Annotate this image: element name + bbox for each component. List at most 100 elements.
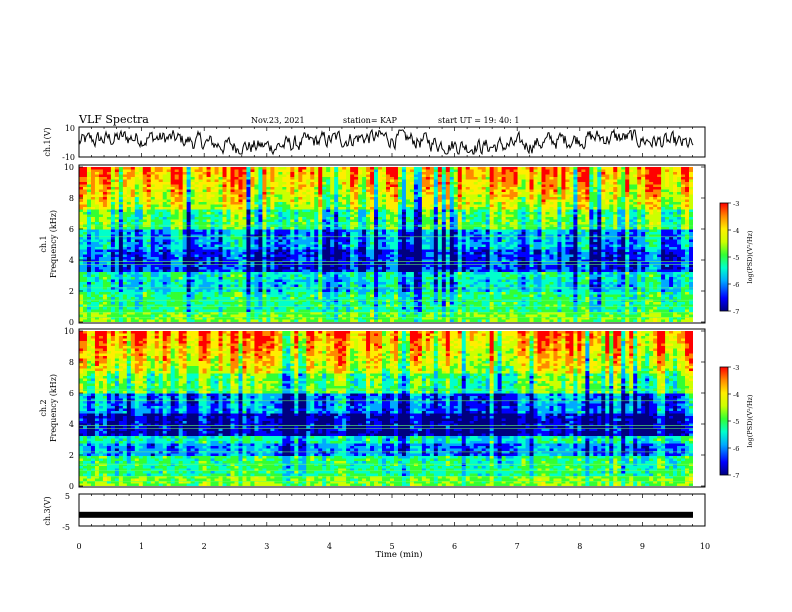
spectrogram-cell xyxy=(166,227,172,230)
spectrogram-cell xyxy=(541,212,546,215)
spectrogram-cell xyxy=(106,212,112,215)
spectrogram-cell xyxy=(489,194,495,198)
spectrogram-cell xyxy=(234,242,239,245)
spectrogram-cell xyxy=(433,219,439,223)
spectrogram-cell xyxy=(102,207,108,210)
spectrogram-cell xyxy=(397,174,403,178)
spectrogram-cell xyxy=(437,232,443,235)
spectrogram-cell xyxy=(358,202,363,205)
spectrogram-cell xyxy=(150,242,156,245)
spectrogram-cell xyxy=(505,222,510,225)
spectrogram-cell xyxy=(330,232,335,235)
spectrogram-cell xyxy=(605,179,610,183)
spectrogram-cell xyxy=(589,234,594,238)
spectrogram-cell xyxy=(290,207,295,210)
spectrogram-cell xyxy=(254,227,259,230)
spectrogram-cell xyxy=(214,169,219,173)
spectrogram-cell xyxy=(110,177,116,180)
spectrogram-cell xyxy=(541,242,546,245)
spectrogram-cell xyxy=(569,204,574,208)
spectrogram-cell xyxy=(306,194,311,198)
spectrogram-cell xyxy=(198,177,203,180)
spectrogram-cell xyxy=(453,214,459,218)
spectrogram-cell xyxy=(366,187,371,190)
spectrogram-cell xyxy=(561,199,566,203)
spectrogram-cell xyxy=(102,244,108,248)
spectrogram-cell xyxy=(501,204,507,208)
spectrogram-cell xyxy=(366,204,371,208)
spectrogram-cell xyxy=(358,207,363,210)
spectrogram-cell xyxy=(79,169,84,173)
spectrogram-cell xyxy=(485,237,491,240)
spectrogram-cell xyxy=(102,177,108,180)
spectrogram-cell xyxy=(86,209,92,213)
spectrogram-cell xyxy=(445,199,451,203)
spectrogram-cell xyxy=(102,189,108,193)
spectrogram-cell xyxy=(669,229,674,233)
spectrogram-cell xyxy=(282,217,287,220)
spectrogram-cell xyxy=(222,212,227,215)
spectrogram-cell xyxy=(441,182,447,185)
spectrogram-cell xyxy=(413,222,419,225)
spectrogram-cell xyxy=(413,204,419,208)
spectrogram-cell xyxy=(366,172,371,175)
spectrogram-cell xyxy=(178,167,184,170)
spectrogram-cell xyxy=(401,167,407,170)
spectrogram-cell xyxy=(573,242,578,245)
spectrogram-cell xyxy=(421,232,427,235)
spectrogram-cell xyxy=(226,234,231,238)
spectrogram-cell xyxy=(685,234,690,238)
spectrogram-cell xyxy=(166,204,172,208)
spectrogram-cell xyxy=(505,202,510,205)
spectrogram-cell xyxy=(465,177,471,180)
spectrogram-cell xyxy=(354,179,359,183)
spectrogram-cell xyxy=(573,179,578,183)
spectrogram-cell xyxy=(657,189,662,193)
spectrogram-cell xyxy=(621,199,626,203)
spectrogram-cell xyxy=(417,219,423,223)
spectrogram-cell xyxy=(250,182,255,185)
spectrogram-cell xyxy=(162,199,168,203)
spectrogram-cell xyxy=(350,187,355,190)
spectrogram-cell xyxy=(354,184,359,188)
spectrogram-cell xyxy=(481,169,487,173)
spectrogram-cell xyxy=(230,237,235,240)
spectrogram-cell xyxy=(322,204,327,208)
spectrogram-cell xyxy=(421,189,427,193)
spectrogram-cell xyxy=(597,222,602,225)
spectrogram-cell xyxy=(326,194,331,198)
spectrogram-cell xyxy=(665,242,670,245)
spectrogram-cell xyxy=(421,197,427,200)
spectrogram-cell xyxy=(122,244,128,248)
spectrogram-cell xyxy=(274,199,279,203)
spectrogram-cell xyxy=(94,237,100,240)
spectrogram-cell xyxy=(521,167,526,170)
spectrogram-cell xyxy=(421,212,427,215)
spectrogram-cell xyxy=(541,187,546,190)
spectrogram-cell xyxy=(585,222,590,225)
spectrogram-cell xyxy=(593,209,598,213)
spectrogram-cell xyxy=(577,187,582,190)
spectrogram-cell xyxy=(461,192,467,195)
spectrogram-cell xyxy=(298,209,303,213)
spectrogram-cell xyxy=(661,177,666,180)
spectrogram-cell xyxy=(517,182,522,185)
spectrogram-cell xyxy=(166,232,172,235)
spectrogram-cell xyxy=(533,239,538,243)
spectrogram-cell xyxy=(397,214,403,218)
spectrogram-cell xyxy=(533,199,538,203)
spectrogram-cell xyxy=(258,179,263,183)
spectrogram-cell xyxy=(601,184,606,188)
spectrogram-cell xyxy=(517,239,522,243)
spectrogram-cell xyxy=(401,197,407,200)
spectrogram-cell xyxy=(641,194,646,198)
spectrogram-cell xyxy=(250,232,255,235)
spectrogram-cell xyxy=(645,214,650,218)
spectrogram-cell xyxy=(477,242,483,245)
spectrogram-cell xyxy=(282,204,287,208)
spectrogram-cell xyxy=(409,207,415,210)
spectrogram-cell xyxy=(409,222,415,225)
spectrogram-cell xyxy=(258,172,263,175)
spectrogram-cell xyxy=(382,227,387,230)
